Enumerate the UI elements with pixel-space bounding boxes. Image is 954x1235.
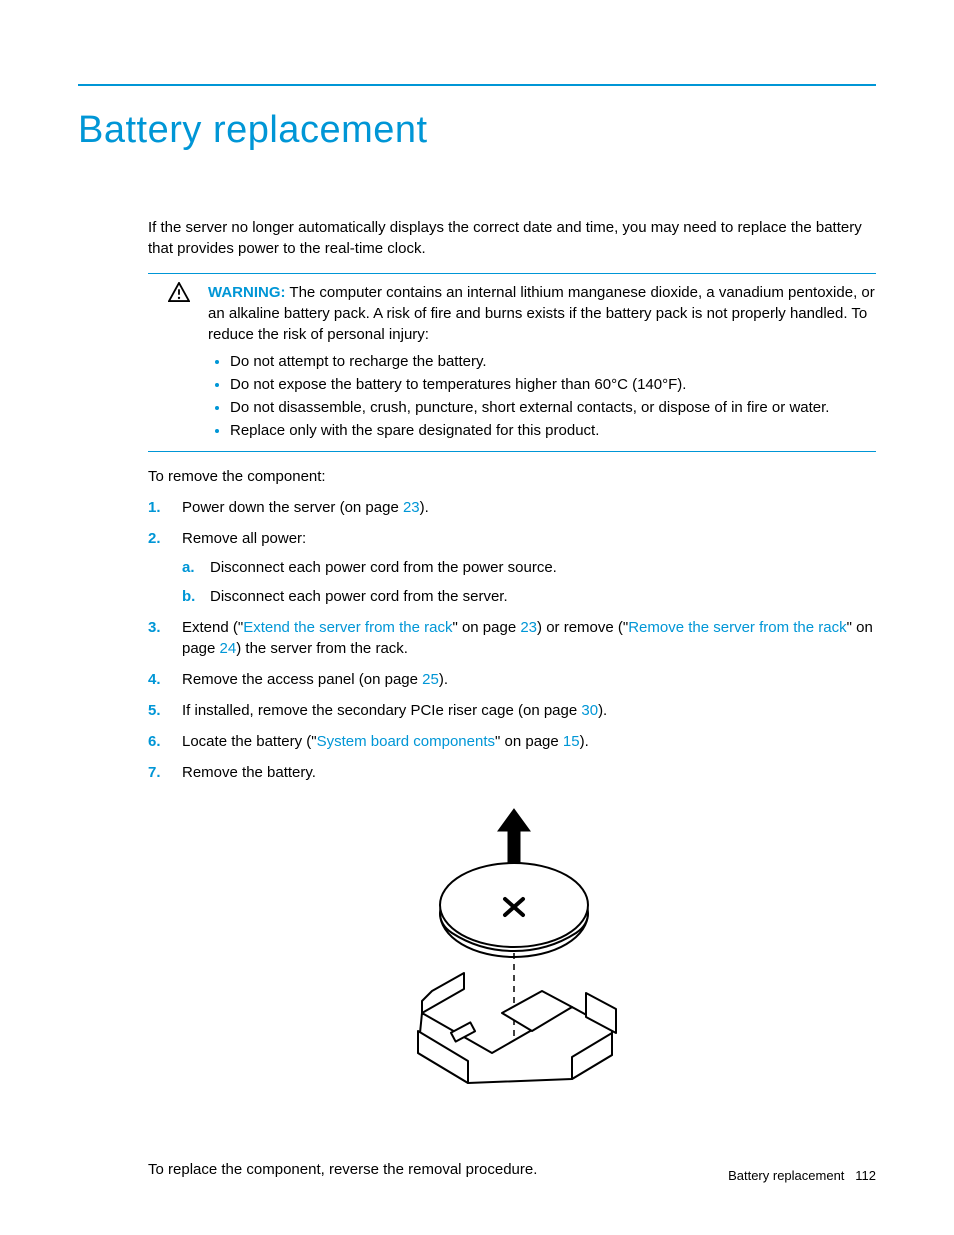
step-2b: Disconnect each power cord from the serv… <box>182 586 876 607</box>
cross-ref-link[interactable]: System board components <box>317 733 495 750</box>
step-4: Remove the access panel (on page 25). <box>148 669 876 690</box>
cross-ref-link[interactable]: Remove the server from the rack <box>628 619 846 636</box>
warning-item: Do not attempt to recharge the battery. <box>230 351 876 372</box>
warning-icon-cell <box>148 282 190 443</box>
warning-item: Do not expose the battery to temperature… <box>230 374 876 395</box>
page-link[interactable]: 30 <box>581 702 598 719</box>
warning-text: WARNING: The computer contains an intern… <box>208 282 876 443</box>
page-title: Battery replacement <box>78 104 876 157</box>
cross-ref-link[interactable]: Extend the server from the rack <box>243 619 452 636</box>
remove-intro: To remove the component: <box>148 466 876 487</box>
step-5: If installed, remove the secondary PCIe … <box>148 700 876 721</box>
warning-body: The computer contains an internal lithiu… <box>208 284 875 343</box>
step-1: Power down the server (on page 23). <box>148 497 876 518</box>
battery-diagram-icon <box>372 803 652 1123</box>
warning-triangle-icon <box>168 282 190 302</box>
warning-list: Do not attempt to recharge the battery. … <box>230 351 876 441</box>
battery-figure <box>148 803 876 1129</box>
step-2: Remove all power: Disconnect each power … <box>148 528 876 607</box>
step-7: Remove the battery. <box>148 762 876 783</box>
footer-label: Battery replacement <box>728 1168 844 1183</box>
substeps-list: Disconnect each power cord from the powe… <box>182 557 876 607</box>
page-footer: Battery replacement 112 <box>728 1167 876 1185</box>
page-link[interactable]: 23 <box>520 619 537 636</box>
intro-paragraph: If the server no longer automatically di… <box>148 217 876 259</box>
page: Battery replacement If the server no lon… <box>0 0 954 1220</box>
warning-item: Replace only with the spare designated f… <box>230 420 876 441</box>
footer-page-number: 112 <box>855 1168 876 1183</box>
steps-list: Power down the server (on page 23). Remo… <box>148 497 876 783</box>
page-link[interactable]: 23 <box>403 499 420 516</box>
page-link[interactable]: 25 <box>422 671 439 688</box>
warning-paragraph: WARNING: The computer contains an intern… <box>208 282 876 345</box>
step-3: Extend ("Extend the server from the rack… <box>148 617 876 659</box>
page-link[interactable]: 15 <box>563 733 580 750</box>
step-2a: Disconnect each power cord from the powe… <box>182 557 876 578</box>
warning-item: Do not disassemble, crush, puncture, sho… <box>230 397 876 418</box>
page-link[interactable]: 24 <box>220 640 237 657</box>
warning-label: WARNING: <box>208 284 286 301</box>
warning-box: WARNING: The computer contains an intern… <box>148 273 876 452</box>
body-content: If the server no longer automatically di… <box>148 217 876 1180</box>
step-6: Locate the battery ("System board compon… <box>148 731 876 752</box>
top-rule <box>78 84 876 86</box>
